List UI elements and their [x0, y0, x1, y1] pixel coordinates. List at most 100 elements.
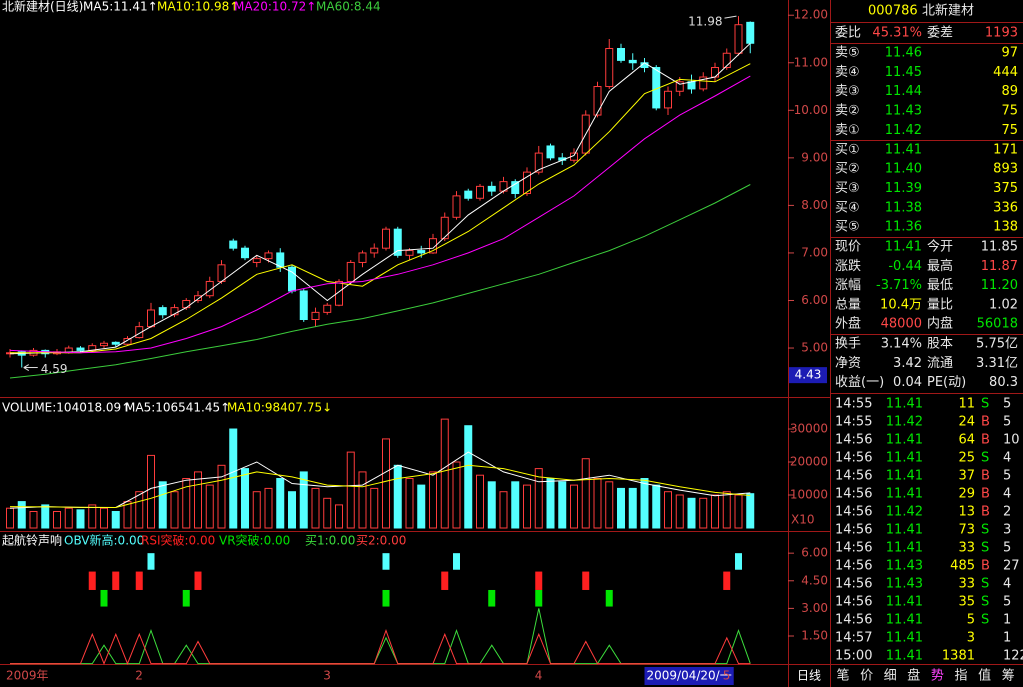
order-price: 11.36 — [885, 220, 922, 235]
volume-bar — [135, 491, 144, 529]
panel-tab[interactable]: 盘 — [907, 668, 920, 684]
order-volume: 336 — [993, 200, 1018, 215]
trade-time: 15:00 — [835, 649, 872, 664]
signal-bar — [88, 571, 96, 590]
order-price: 11.45 — [885, 65, 922, 80]
trade-count: 2 — [1003, 505, 1011, 520]
legend-entry: 买1:0.00 — [305, 534, 355, 548]
signal-bar — [100, 589, 108, 607]
legend-entry: MA5:106541.45↑ — [125, 401, 230, 415]
volume-bar — [29, 511, 38, 529]
trade-side: B — [981, 415, 990, 430]
field-value: 48000 — [881, 317, 922, 332]
field-value: 80.3 — [989, 375, 1018, 390]
volume-bar — [147, 454, 155, 529]
trade-time: 14:56 — [835, 487, 872, 502]
candle-body — [393, 228, 402, 256]
order-volume: 97 — [1001, 46, 1018, 61]
candle-body — [546, 145, 555, 159]
volume-bar — [41, 504, 50, 529]
panel-tab[interactable]: 筹 — [1002, 668, 1015, 684]
trade-price: 11.41 — [886, 397, 923, 412]
volume-bar — [217, 464, 226, 529]
candle-body — [687, 81, 696, 90]
field-value: 3.31亿 — [976, 356, 1018, 371]
field-value: 11.20 — [981, 278, 1018, 293]
volume-bar — [158, 481, 167, 529]
order-volume: 444 — [993, 65, 1018, 80]
order-volume: 171 — [993, 142, 1018, 157]
trade-side: S — [981, 523, 989, 538]
order-level: 卖③ — [835, 84, 860, 99]
volume-bar — [299, 471, 308, 529]
field-label: 量比 — [927, 297, 953, 312]
stock-code: 000786 — [868, 4, 918, 19]
volume-bar — [111, 511, 120, 529]
y-tick-label: 20000 — [790, 455, 828, 469]
panel-tab[interactable]: 势 — [931, 668, 944, 684]
order-price: 11.42 — [885, 123, 922, 138]
trade-price: 11.43 — [886, 559, 923, 574]
field-label: 委差 — [927, 26, 953, 41]
legend-entry: VR突破:0.00 — [219, 533, 290, 548]
volume-bar — [6, 507, 14, 529]
trade-time: 14:56 — [835, 595, 872, 610]
trade-time: 14:57 — [835, 631, 872, 646]
trade-side: B — [981, 487, 990, 502]
field-value: 3.42 — [893, 356, 922, 371]
trade-price: 11.42 — [886, 505, 923, 520]
trade-volume: 24 — [958, 415, 975, 430]
cursor-date-box — [644, 667, 734, 685]
x-tick-label: 5 — [723, 669, 731, 683]
indicator-line — [10, 629, 751, 665]
candle-body — [346, 261, 355, 282]
trade-volume: 73 — [958, 523, 975, 538]
volume-bar — [252, 491, 261, 529]
volume-bar — [205, 484, 214, 529]
trade-time: 14:56 — [835, 433, 872, 448]
volume-bar — [88, 504, 97, 529]
trade-price: 11.41 — [886, 613, 923, 628]
candle-body — [534, 152, 543, 173]
panel-tab[interactable]: 笔 — [836, 668, 849, 684]
panel-tab[interactable]: 细 — [884, 669, 897, 684]
panel-tab[interactable]: 值 — [978, 668, 991, 684]
field-label: 最低 — [927, 278, 953, 293]
field-value: 45.31% — [872, 26, 922, 41]
signal-bar — [582, 571, 590, 590]
field-value: -0.44 — [888, 259, 922, 274]
trade-volume: 11 — [958, 397, 975, 412]
trade-side: S — [981, 541, 989, 556]
candle-body — [487, 185, 496, 192]
order-level: 买⑤ — [835, 220, 860, 235]
trade-count: 3 — [1003, 523, 1011, 538]
field-value: 5.75亿 — [976, 337, 1018, 352]
candle-body — [628, 59, 637, 64]
field-label: 委比 — [835, 26, 861, 41]
candle-body — [734, 24, 743, 54]
ma-line — [9, 184, 751, 379]
candle-body — [711, 67, 719, 78]
trade-side: S — [981, 397, 989, 412]
volume-bar — [311, 487, 320, 529]
candle-body — [182, 299, 191, 309]
high-label: 11.98 — [688, 15, 722, 29]
trade-count: 5 — [1003, 469, 1011, 484]
order-price: 11.41 — [885, 142, 922, 157]
indicator-title: 起航铃声响 — [2, 533, 62, 548]
volume-bar — [746, 493, 755, 529]
field-value: 1.02 — [989, 297, 1018, 312]
field-value: 11.85 — [981, 240, 1018, 255]
volume-bar — [264, 487, 273, 529]
panel-tab[interactable]: 价 — [860, 669, 873, 684]
field-label: 现价 — [835, 240, 861, 255]
trade-count: 10 — [1003, 433, 1020, 448]
volume-bar — [487, 481, 496, 529]
candle-body — [158, 307, 167, 316]
candle-body — [617, 47, 625, 61]
x-tick-label: 4 — [535, 669, 543, 683]
trade-side: S — [981, 613, 989, 628]
candle-body — [746, 21, 755, 44]
volume-bar — [405, 478, 414, 529]
panel-tab[interactable]: 指 — [954, 669, 967, 684]
